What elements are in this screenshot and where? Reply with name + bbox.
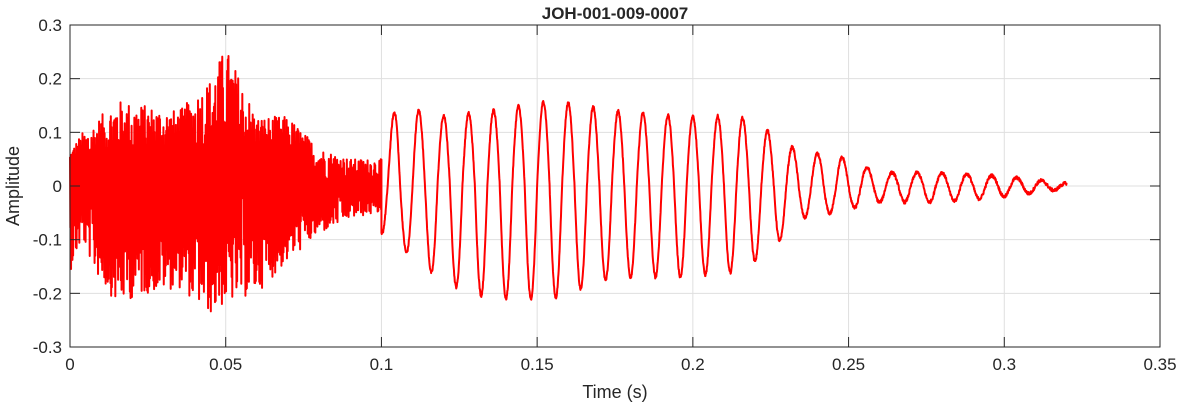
x-tick-labels: 0 0.05 0.1 0.15 0.2 0.25 0.3 0.35 xyxy=(65,355,1176,374)
chart-title: JOH-001-009-0007 xyxy=(542,4,688,23)
x-tick-label: 0.15 xyxy=(521,355,554,374)
x-tick-label: 0.1 xyxy=(370,355,394,374)
y-tick-labels: -0.3 -0.2 -0.1 0 0.1 0.2 0.3 xyxy=(33,16,62,357)
ticks xyxy=(69,24,1161,348)
y-tick-label: 0.3 xyxy=(38,16,62,35)
x-tick-label: 0.35 xyxy=(1143,355,1176,374)
plot-area xyxy=(69,54,1068,313)
y-tick-label: -0.1 xyxy=(33,231,62,250)
y-tick-label: 0.1 xyxy=(38,123,62,142)
y-axis-label: Amplitude xyxy=(3,146,23,226)
x-tick-label: 0.3 xyxy=(992,355,1016,374)
x-tick-label: 0.25 xyxy=(832,355,865,374)
y-tick-label: 0 xyxy=(53,177,62,196)
series-signal-line xyxy=(69,54,1068,313)
y-tick-label: 0.2 xyxy=(38,70,62,89)
x-tick-label: 0.2 xyxy=(681,355,705,374)
x-tick-label: 0.05 xyxy=(209,355,242,374)
y-tick-label: -0.3 xyxy=(33,338,62,357)
x-tick-label: 0 xyxy=(65,355,74,374)
x-axis-label: Time (s) xyxy=(582,382,647,402)
y-tick-label: -0.2 xyxy=(33,284,62,303)
